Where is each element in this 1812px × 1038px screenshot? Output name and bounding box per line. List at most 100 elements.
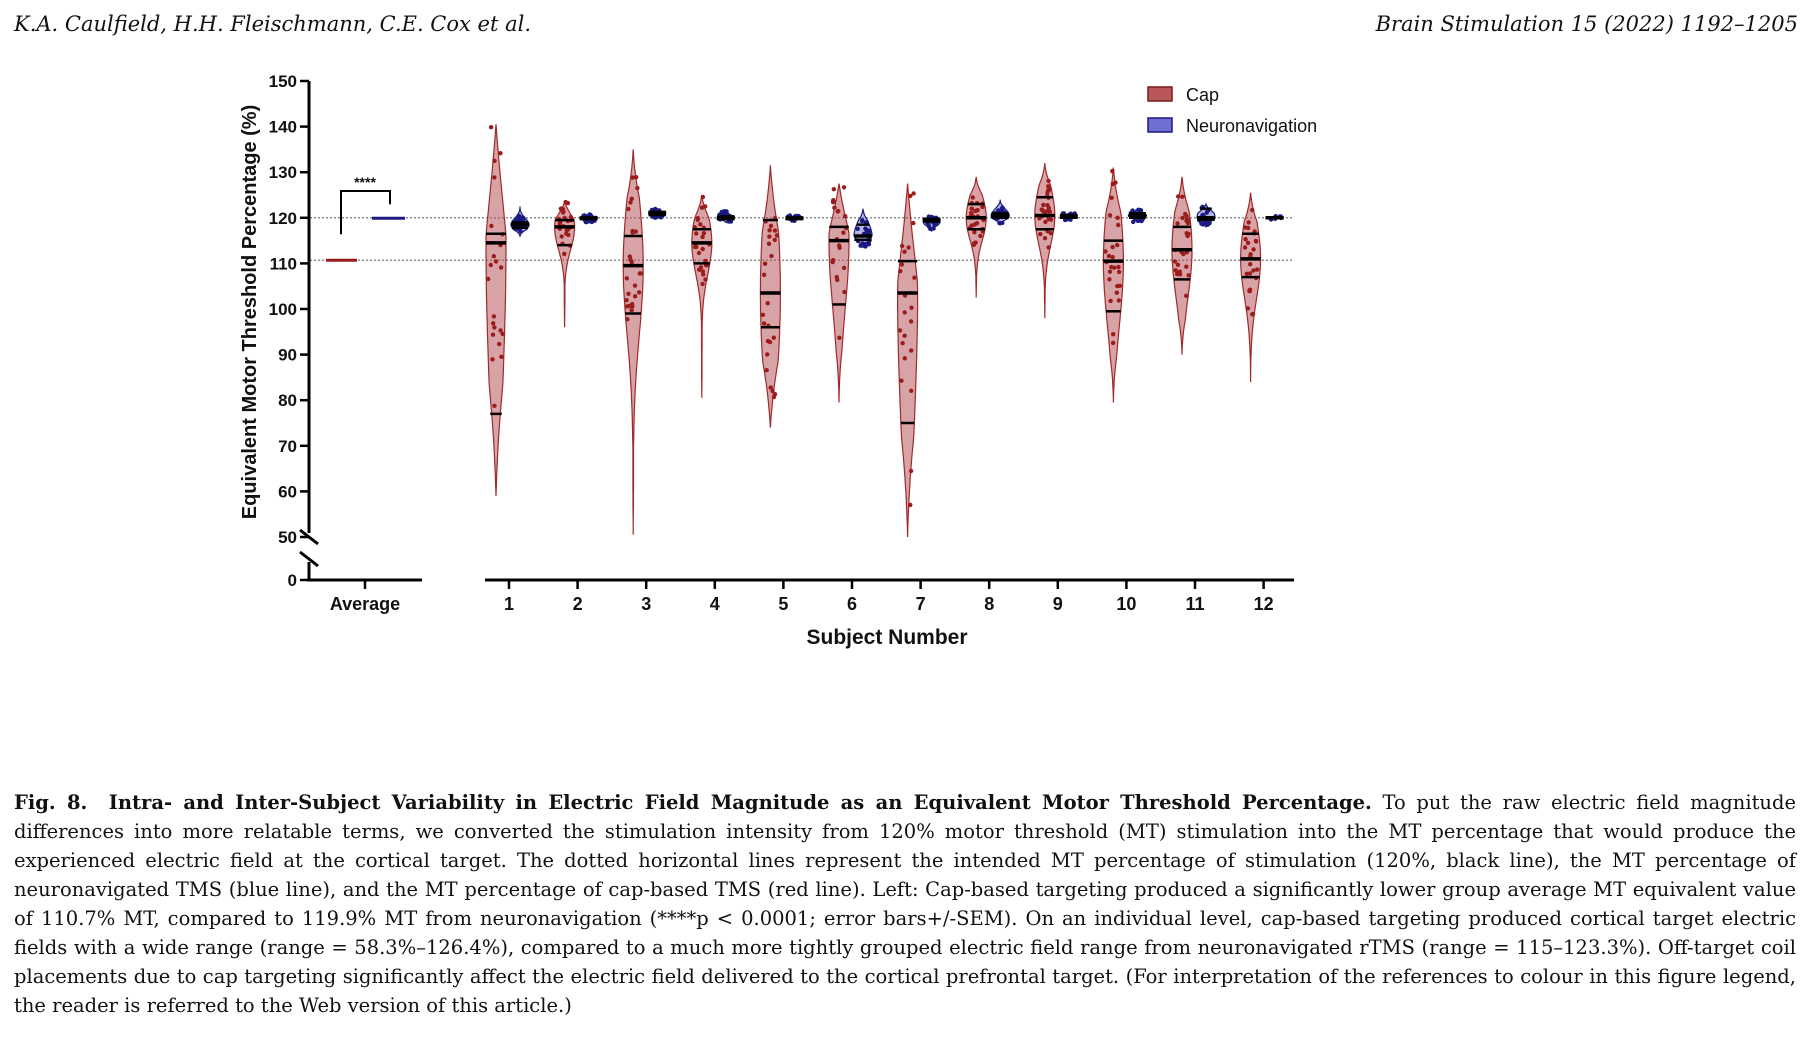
- violin-cap-subject-11-point: [1186, 273, 1191, 278]
- violin-cap-subject-10-point: [1110, 244, 1115, 250]
- violin-cap-subject-5-point: [774, 233, 780, 238]
- violin-cap-subject-7-point: [899, 378, 904, 383]
- significance-bracket: [340, 190, 391, 235]
- violin-cap-subject-4-point: [700, 246, 705, 252]
- violin-cap-subject-8-point: [980, 204, 985, 210]
- y-axis-title: Equivalent Motor Threshold Percentage (%…: [239, 105, 261, 520]
- violin-cap-subject-2-point: [560, 210, 566, 215]
- violin-cap-subject-10-point: [1111, 332, 1116, 337]
- violin-cap-subject-11-point: [1175, 262, 1181, 267]
- violin-cap-subject-8-point: [970, 195, 975, 200]
- figure-caption: Fig. 8. Intra- and Inter-Subject Variabi…: [14, 788, 1796, 1020]
- violin-cap-subject-4-point: [701, 272, 706, 277]
- violin-neuronavigation-subject-10-point: [1131, 219, 1136, 225]
- violin-cap-subject-11-point: [1175, 221, 1180, 226]
- violin-cap-subject-1-point: [493, 259, 499, 264]
- violin-cap-subject-7-point: [909, 305, 914, 310]
- violin-cap-subject-5-point: [767, 234, 772, 239]
- y-tick-label: 50: [278, 528, 297, 547]
- violin-cap-subject-5-point: [760, 312, 766, 317]
- violin-cap-subject-1-point: [491, 321, 496, 326]
- violin-cap-subject-3-point: [629, 196, 634, 201]
- violin-cap-subject-7: [897, 183, 919, 538]
- violin-cap-subject-4: [691, 194, 713, 398]
- violin-cap-subject-9-point: [1048, 217, 1054, 222]
- violin-cap-subject-6-point: [834, 274, 839, 280]
- violin-cap-subject-11-point: [1184, 264, 1189, 269]
- violin-cap-subject-8-body: [965, 176, 987, 298]
- violin-cap-subject-5-point: [771, 335, 776, 340]
- violin-cap-subject-3-point: [638, 271, 644, 276]
- violin-neuronavigation-subject-7: [922, 214, 941, 232]
- violin-cap-subject-11-body: [1171, 176, 1193, 355]
- violin-neuronavigation-subject-11: [1196, 202, 1216, 228]
- violin-cap-subject-1-point: [492, 158, 497, 163]
- significance-label: ****: [354, 174, 376, 190]
- violin-cap-subject-10-point: [1117, 283, 1123, 288]
- violin-cap-subject-3-point: [624, 276, 629, 281]
- violin-cap-subject-10-point: [1109, 195, 1114, 200]
- x-tick-label: 8: [984, 594, 994, 614]
- violin-neuronavigation-subject-7-point: [928, 226, 933, 232]
- violin-cap-subject-12-point: [1244, 271, 1250, 276]
- violin-neuronavigation-subject-10-point: [1135, 218, 1141, 223]
- violin-cap-subject-10-point: [1116, 264, 1121, 270]
- violin-neuronavigation-subject-8-point: [997, 221, 1002, 226]
- legend-swatch-1: [1147, 86, 1173, 102]
- violin-cap-subject-9: [1034, 163, 1056, 319]
- violin-cap-subject-8-point: [975, 208, 980, 213]
- violin-cap-subject-7-point: [906, 245, 911, 250]
- y-tick-label: 0: [288, 571, 297, 590]
- violin-cap-subject-9-body: [1034, 163, 1056, 319]
- violin-cap-subject-9-point: [1045, 208, 1050, 214]
- violin-cap-subject-5-point: [761, 272, 767, 277]
- violin-cap-subject-12-point: [1243, 237, 1248, 242]
- violin-cap-subject-8-point: [971, 242, 976, 247]
- violin-cap-subject-10-point: [1116, 269, 1122, 275]
- violin-cap-subject-12-point: [1251, 268, 1256, 273]
- violin-cap-subject-7-point: [902, 356, 907, 361]
- x-tick-label: 7: [916, 594, 926, 614]
- violin-cap-subject-7-point: [911, 220, 916, 226]
- violin-cap-subject-1-point: [489, 223, 494, 229]
- caption-label: Fig. 8.: [14, 791, 88, 814]
- y-tick-label: 60: [278, 482, 297, 501]
- x-tick-label: 5: [778, 594, 788, 614]
- violin-cap-subject-6-point: [832, 205, 837, 210]
- violin-cap-subject-8-point: [978, 233, 983, 239]
- violin-cap-subject-10-point: [1107, 277, 1112, 282]
- violin-cap-subject-11-point: [1184, 218, 1189, 224]
- violin-cap-subject-7-point: [908, 502, 913, 508]
- violin-cap-subject-11-point: [1174, 271, 1180, 277]
- violin-cap-subject-6: [828, 183, 850, 403]
- violin-cap-subject-4-point: [695, 216, 701, 221]
- violin-cap-subject-5-point: [770, 388, 775, 394]
- violin-cap-subject-8-point: [974, 221, 980, 226]
- violin-neuronavigation-subject-7-point: [931, 226, 936, 231]
- violin-cap-subject-4-point: [700, 234, 705, 240]
- violin-cap-subject-1-point: [491, 254, 496, 259]
- violin-cap-subject-4-point: [696, 250, 702, 256]
- violin-cap-subject-5-point: [771, 394, 777, 400]
- violin-cap-subject-7-point: [898, 269, 903, 274]
- violin-cap-subject-7-point: [902, 310, 907, 315]
- violin-cap-subject-12-point: [1242, 245, 1248, 250]
- violin-cap-subject-5-point: [766, 241, 772, 246]
- violin-cap-subject-1-point: [491, 314, 497, 319]
- violin-cap-subject-9-point: [1043, 219, 1048, 225]
- violin-cap-subject-7-point: [908, 319, 914, 324]
- violin-neuronavigation-subject-2: [579, 212, 598, 225]
- violin-cap-subject-4-point: [698, 222, 703, 227]
- violin-cap-subject-10-point: [1110, 254, 1115, 260]
- violin-cap-subject-7-point: [908, 468, 914, 474]
- violin-cap-subject-12-point: [1254, 239, 1259, 244]
- violin-neuronavigation-subject-5: [785, 213, 804, 223]
- violin-cap-subject-3-body: [622, 149, 644, 535]
- x-tick-label: 1: [504, 594, 514, 614]
- violin-cap-subject-12-point: [1246, 220, 1251, 225]
- x-tick-label: 6: [847, 594, 857, 614]
- violin-cap-subject-12-point: [1254, 267, 1260, 272]
- violin-cap-subject-5-point: [761, 321, 767, 326]
- violin-cap-subject-4-point: [701, 231, 707, 236]
- violin-cap-subject-2-point: [558, 206, 564, 211]
